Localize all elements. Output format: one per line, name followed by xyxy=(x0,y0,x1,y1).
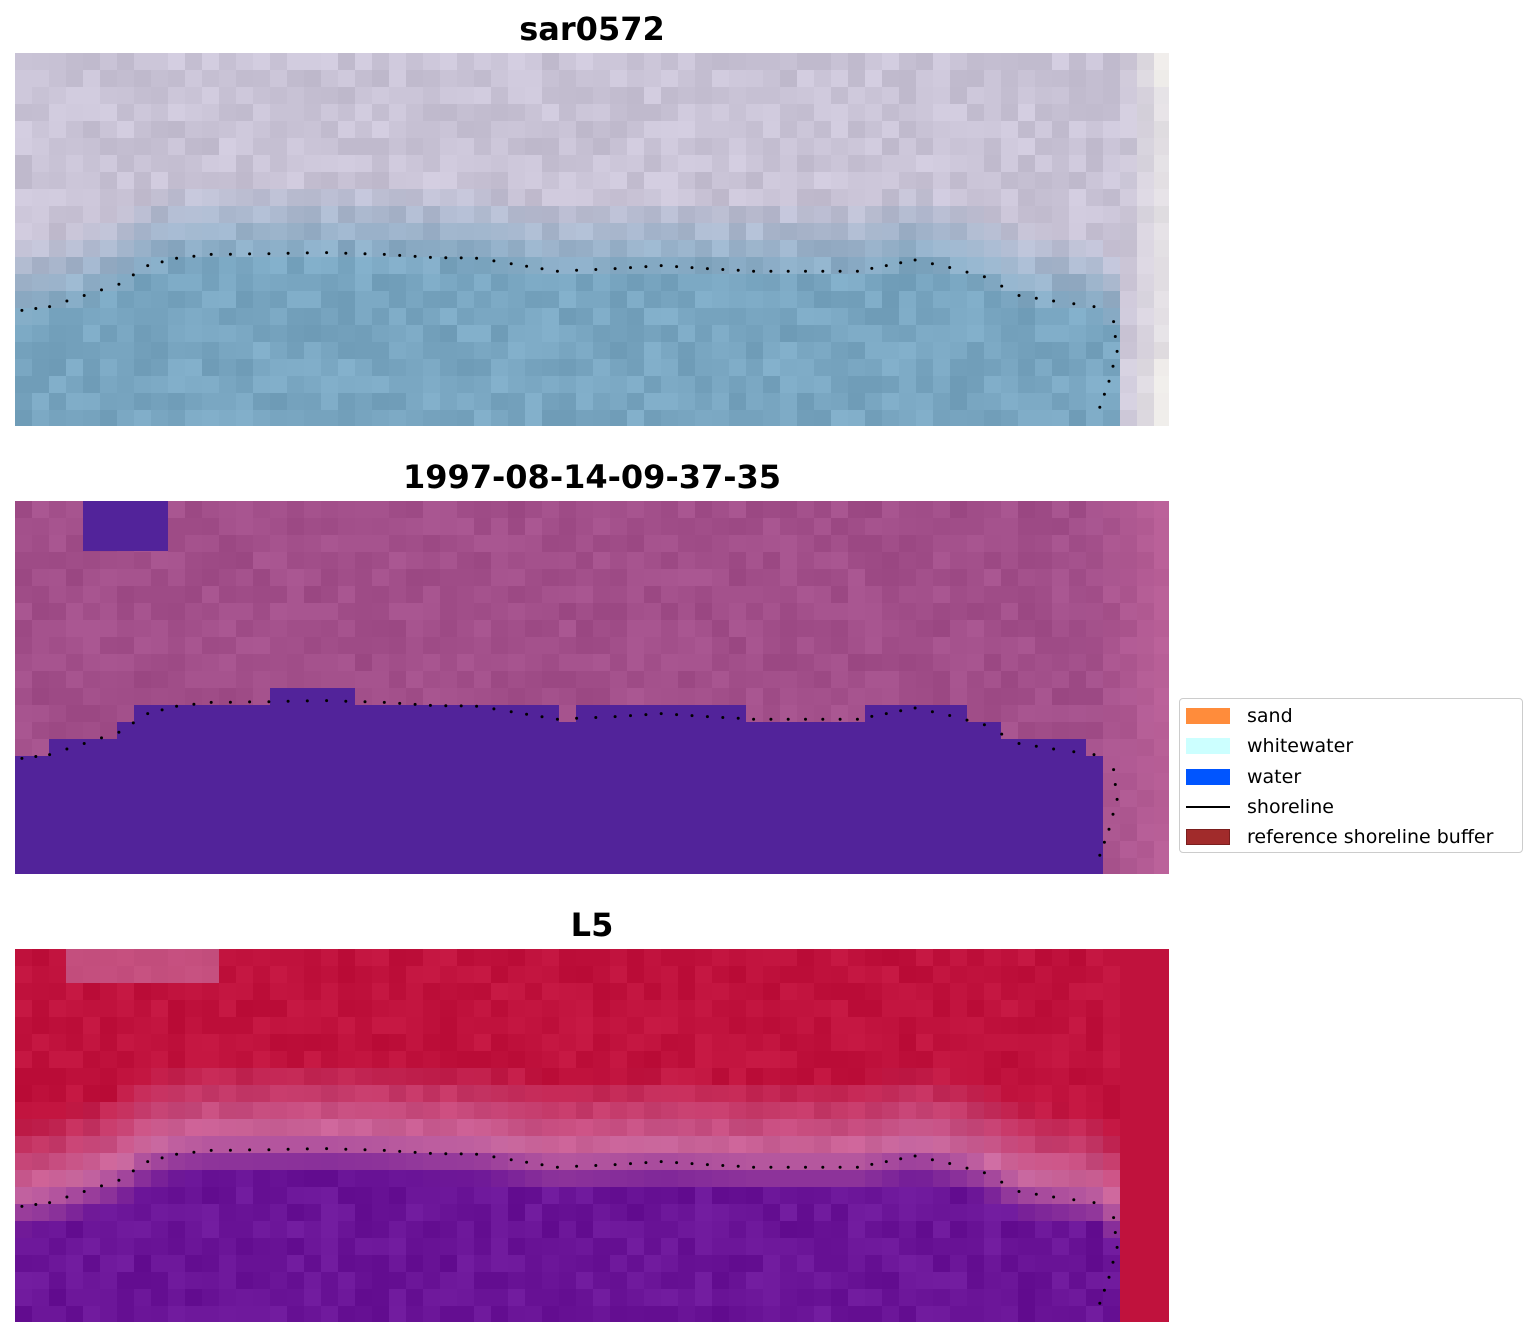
water-mask-column xyxy=(49,739,66,874)
water-mask-patch xyxy=(83,501,168,551)
water-mask-column xyxy=(1001,739,1018,874)
water-mask-column xyxy=(151,705,168,874)
index-image-panel xyxy=(15,949,1169,1322)
water-mask-column xyxy=(559,722,576,874)
water-mask-column xyxy=(338,688,355,874)
water-mask-column xyxy=(32,756,49,874)
shoreline-dots xyxy=(20,251,1119,409)
water-mask-column xyxy=(848,722,865,874)
legend-item-sand: sand xyxy=(1186,704,1520,730)
water-mask-column xyxy=(593,705,610,874)
water-mask-column xyxy=(814,722,831,874)
shoreline-dots xyxy=(20,1147,1119,1305)
water-mask-column xyxy=(967,722,984,874)
water-mask-column xyxy=(610,705,627,874)
water-mask-column xyxy=(1035,739,1052,874)
water-mask-column xyxy=(1052,739,1069,874)
water-swatch-icon xyxy=(1186,769,1230,785)
water-mask-column xyxy=(253,705,270,874)
whitewater-swatch-icon xyxy=(1186,738,1230,754)
index-image xyxy=(15,949,1169,1322)
water-mask-column xyxy=(525,705,542,874)
water-mask-column xyxy=(729,705,746,874)
buffer-swatch-icon xyxy=(1186,829,1230,845)
water-mask-column xyxy=(219,705,236,874)
legend-item-water: water xyxy=(1186,765,1520,791)
water-mask-column xyxy=(1069,739,1086,874)
legend-item-reference-buffer: reference shoreline buffer xyxy=(1186,825,1520,851)
water-mask-column xyxy=(712,705,729,874)
water-mask-column xyxy=(542,705,559,874)
sand-swatch-icon xyxy=(1186,708,1230,724)
water-mask-column xyxy=(695,705,712,874)
water-mask-column xyxy=(865,705,882,874)
water-mask-column xyxy=(389,705,406,874)
water-mask-column xyxy=(457,705,474,874)
water-mask-column xyxy=(15,756,32,874)
water-mask-column xyxy=(287,688,304,874)
water-mask-column xyxy=(134,705,151,874)
rgb-image xyxy=(15,53,1169,426)
water-mask-column xyxy=(763,722,780,874)
rgb-image-panel xyxy=(15,53,1169,426)
classified-image-panel xyxy=(15,501,1169,874)
water-mask-column xyxy=(440,705,457,874)
water-mask-column xyxy=(236,705,253,874)
water-mask-column xyxy=(372,705,389,874)
water-mask-column xyxy=(899,705,916,874)
panel-title-satellite: L5 xyxy=(570,906,614,944)
water-mask-column xyxy=(644,705,661,874)
water-mask-column xyxy=(355,705,372,874)
water-mask-column xyxy=(202,705,219,874)
water-mask-column xyxy=(831,722,848,874)
legend: sand whitewater water shoreline referenc… xyxy=(1179,698,1523,853)
water-mask-column xyxy=(576,705,593,874)
water-mask-column xyxy=(321,688,338,874)
shoreline-dots xyxy=(20,699,1119,857)
water-mask-column xyxy=(474,705,491,874)
water-mask-column xyxy=(304,688,321,874)
water-mask-column xyxy=(797,722,814,874)
water-mask-column xyxy=(83,739,100,874)
classified-image xyxy=(15,501,1169,874)
water-mask-column xyxy=(933,705,950,874)
water-mask-column xyxy=(423,705,440,874)
water-mask-column xyxy=(984,722,1001,874)
water-mask-column xyxy=(406,705,423,874)
shoreline-line-icon xyxy=(1186,806,1230,808)
water-mask-column xyxy=(185,705,202,874)
water-mask-column xyxy=(882,705,899,874)
water-mask-column xyxy=(491,705,508,874)
water-mask-column xyxy=(678,705,695,874)
legend-item-whitewater: whitewater xyxy=(1186,734,1520,760)
water-mask-column xyxy=(661,705,678,874)
water-mask-column xyxy=(1086,756,1103,874)
water-mask-column xyxy=(916,705,933,874)
legend-item-shoreline: shoreline xyxy=(1186,795,1520,821)
panel-title-date: 1997-08-14-09-37-35 xyxy=(402,458,782,496)
panel-title-rgb: sar0572 xyxy=(519,10,665,48)
water-mask-column xyxy=(100,739,117,874)
water-mask-column xyxy=(66,739,83,874)
water-mask-column xyxy=(1018,739,1035,874)
water-mask-column xyxy=(117,722,134,874)
water-mask-column xyxy=(627,705,644,874)
water-mask-column xyxy=(508,705,525,874)
water-mask-column xyxy=(950,705,967,874)
water-mask-column xyxy=(780,722,797,874)
water-mask-column xyxy=(168,705,185,874)
water-mask-column xyxy=(270,688,287,874)
water-mask-column xyxy=(746,722,763,874)
